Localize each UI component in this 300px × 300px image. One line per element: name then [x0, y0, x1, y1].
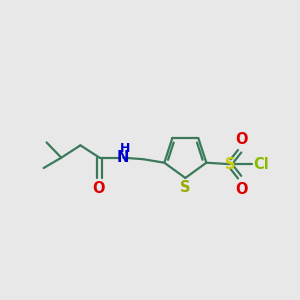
Text: O: O [235, 182, 247, 197]
Text: O: O [92, 181, 104, 196]
Text: S: S [180, 180, 190, 195]
Text: S: S [225, 157, 235, 172]
Text: Cl: Cl [254, 157, 269, 172]
Text: H: H [119, 142, 130, 155]
Text: O: O [235, 131, 247, 146]
Text: N: N [117, 150, 129, 165]
